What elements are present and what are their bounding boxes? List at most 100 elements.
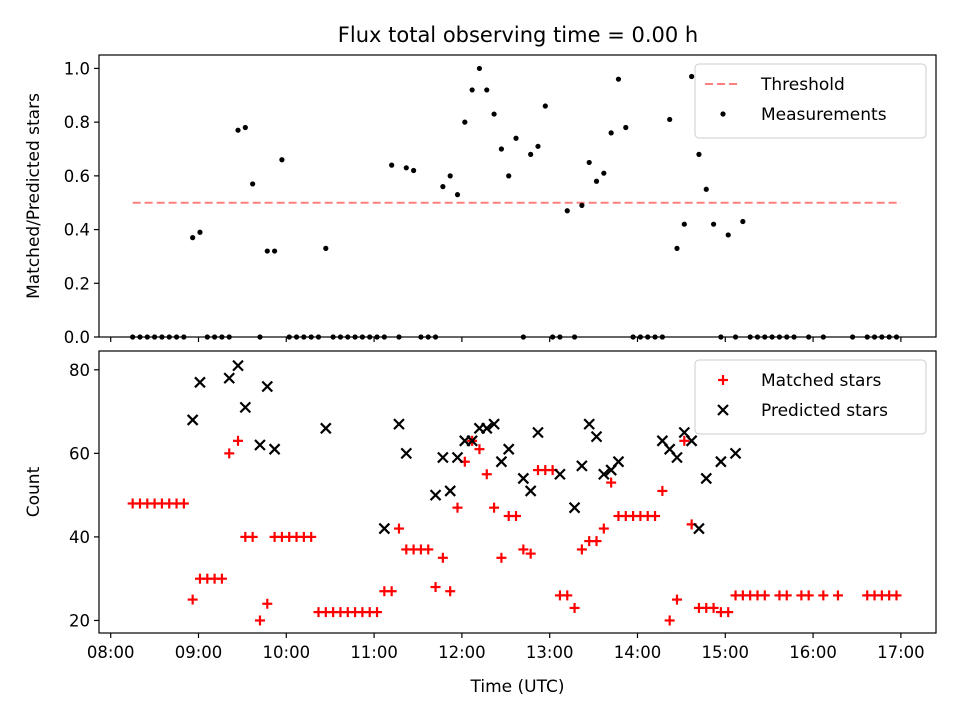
measurement-point bbox=[235, 127, 241, 133]
measurement-point bbox=[462, 119, 468, 125]
matched-point bbox=[254, 615, 265, 626]
matched-point bbox=[511, 511, 522, 522]
y-tick-label: 40 bbox=[69, 528, 90, 547]
measurement-point bbox=[689, 73, 695, 80]
matched-point bbox=[178, 498, 189, 509]
x-tick-label: 14:00 bbox=[614, 643, 662, 662]
x-tick-label: 10:00 bbox=[263, 643, 311, 662]
x-tick-label: 13:00 bbox=[526, 643, 574, 662]
predicted-point bbox=[729, 447, 742, 460]
matched-point bbox=[496, 552, 507, 563]
matched-point bbox=[803, 590, 814, 601]
matched-point bbox=[386, 586, 397, 597]
predicted-point bbox=[429, 489, 442, 501]
measurement-point bbox=[586, 159, 592, 166]
predicted-point bbox=[502, 443, 515, 455]
matched-point bbox=[708, 602, 719, 613]
predicted-point bbox=[400, 447, 413, 460]
measurement-point bbox=[528, 151, 534, 157]
measurement-point bbox=[623, 124, 629, 131]
matched-point bbox=[518, 544, 529, 555]
x-tick-label: 08:00 bbox=[87, 643, 135, 662]
matched-point bbox=[759, 590, 770, 601]
measurement-point bbox=[250, 181, 256, 187]
legend-handle bbox=[718, 375, 728, 385]
x-tick-label: 17:00 bbox=[877, 643, 925, 662]
y-tick-label: 80 bbox=[69, 361, 90, 380]
matched-point bbox=[781, 590, 792, 601]
measurement-point bbox=[440, 184, 446, 190]
predicted-point bbox=[268, 443, 281, 455]
matched-point bbox=[818, 590, 829, 601]
x-tick-label: 11:00 bbox=[350, 643, 398, 662]
measurement-point bbox=[190, 235, 196, 241]
predicted-point bbox=[239, 401, 252, 414]
predicted-point bbox=[254, 439, 266, 451]
y-tick-label: 0.6 bbox=[64, 167, 90, 186]
measurement-point bbox=[498, 146, 505, 152]
matched-point bbox=[723, 607, 734, 618]
measurement-point bbox=[491, 111, 497, 117]
predicted-point bbox=[671, 451, 683, 464]
x-tick-label: 12:00 bbox=[438, 643, 486, 662]
measurement-point bbox=[593, 178, 600, 184]
axes-frame bbox=[98, 350, 937, 634]
matched-point bbox=[679, 435, 690, 446]
y-axis-label: Matched/Predicted stars bbox=[24, 93, 44, 299]
matched-point bbox=[372, 607, 383, 618]
predicted-point bbox=[693, 522, 705, 535]
matched-point bbox=[664, 615, 675, 626]
measurement-point bbox=[681, 221, 687, 227]
predicted-point bbox=[524, 485, 537, 497]
matched-point bbox=[233, 435, 244, 446]
measurement-point bbox=[506, 173, 512, 179]
legend-box bbox=[694, 63, 927, 139]
measurement-point bbox=[696, 151, 702, 157]
predicted-point bbox=[194, 376, 206, 389]
matched-point bbox=[262, 598, 273, 609]
matched-point bbox=[832, 590, 843, 601]
predicted-point bbox=[480, 422, 493, 435]
legend-label: Matched stars bbox=[761, 371, 881, 391]
measurement-point bbox=[469, 87, 475, 93]
predicted-point bbox=[186, 414, 199, 426]
matched-point bbox=[474, 444, 485, 455]
measurement-point bbox=[513, 135, 519, 141]
measurement-point bbox=[323, 245, 329, 251]
matched-point bbox=[452, 502, 463, 513]
measurement-point bbox=[197, 229, 203, 235]
predicted-point bbox=[437, 451, 449, 464]
measurement-point bbox=[542, 103, 548, 109]
measurement-point bbox=[579, 202, 585, 208]
matched-point bbox=[576, 544, 587, 555]
matched-point bbox=[216, 573, 227, 584]
series-1 bbox=[127, 435, 902, 626]
measurement-point bbox=[242, 124, 248, 131]
predicted-point bbox=[554, 468, 566, 481]
figure-title: Flux total observing time = 0.00 h bbox=[338, 23, 698, 47]
predicted-point bbox=[223, 372, 236, 384]
measurement-point bbox=[535, 143, 541, 149]
predicted-point bbox=[232, 359, 244, 372]
measurement-point bbox=[264, 248, 270, 254]
legend: Threshold Measurements bbox=[694, 63, 927, 139]
measurement-point bbox=[725, 232, 731, 238]
measurement-point bbox=[740, 218, 746, 225]
predicted-point bbox=[568, 501, 581, 514]
legend-box bbox=[694, 359, 927, 435]
x-tick-label: 16:00 bbox=[789, 643, 837, 662]
matched-point bbox=[247, 531, 258, 542]
matched-point bbox=[606, 477, 617, 488]
matched-point bbox=[598, 523, 609, 534]
predicted-point bbox=[532, 426, 544, 439]
predicted-point bbox=[495, 455, 508, 468]
legend-handle bbox=[720, 111, 726, 117]
predicted-point bbox=[488, 418, 500, 430]
measurement-point bbox=[411, 167, 417, 174]
legend-handle bbox=[717, 404, 729, 416]
matched-point bbox=[224, 448, 235, 459]
x-tick-label: 15:00 bbox=[702, 643, 750, 662]
measurement-point bbox=[564, 208, 570, 214]
y-tick-label: 1.0 bbox=[64, 59, 90, 78]
measurement-point bbox=[484, 87, 490, 93]
